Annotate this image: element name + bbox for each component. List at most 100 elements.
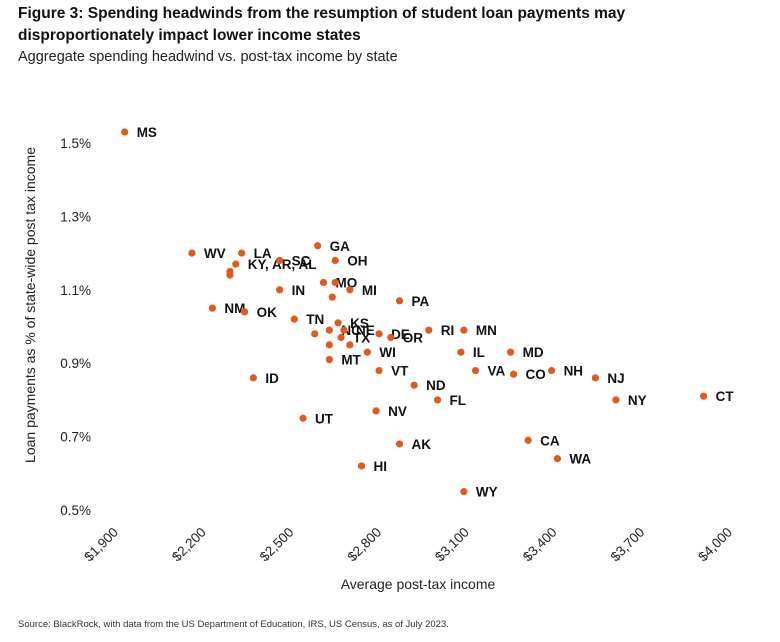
- point-label: NJ: [607, 371, 624, 386]
- point-label: PA: [412, 294, 430, 309]
- data-point: [238, 249, 246, 257]
- source-note: Source: BlackRock, with data from the US…: [18, 619, 449, 630]
- x-tick-label: $2,800: [344, 525, 384, 565]
- data-point: [232, 260, 240, 268]
- point-label: ID: [265, 371, 279, 386]
- data-point: [226, 271, 234, 279]
- point-label: WA: [569, 452, 591, 467]
- data-point: [331, 278, 339, 287]
- data-point: [591, 374, 600, 382]
- point-label: WY: [476, 485, 498, 500]
- point-label: NH: [564, 364, 584, 379]
- x-tick-label: $2,200: [169, 525, 209, 565]
- point-label: VA: [488, 364, 506, 379]
- point-label: NM: [224, 301, 245, 316]
- data-point: [547, 366, 556, 375]
- point-label: MD: [523, 345, 544, 360]
- data-point: [121, 128, 129, 136]
- data-point: [346, 341, 354, 349]
- x-tick-label: $3,400: [520, 525, 560, 565]
- point-label: TX: [353, 331, 370, 346]
- point-label: MO: [336, 275, 358, 290]
- x-axis: $1,900 $2,200 $2,500 $2,800 $3,100 $3,400 $3,7…: [81, 525, 735, 565]
- data-point: [700, 392, 708, 400]
- data-point: [337, 333, 345, 342]
- data-point: [433, 396, 442, 404]
- point-label: OH: [347, 253, 367, 268]
- data-point: [375, 366, 383, 375]
- data-point: [363, 348, 371, 356]
- data-point: [276, 256, 284, 265]
- x-tick-label: $3,700: [608, 525, 648, 565]
- data-point: [457, 348, 465, 356]
- x-tick-label: $1,900: [81, 525, 121, 565]
- data-point: [208, 304, 217, 312]
- data-point: [460, 326, 468, 334]
- point-label: HI: [374, 459, 388, 474]
- point-label: CT: [716, 389, 735, 404]
- x-tick-label: $3,100: [432, 525, 472, 565]
- data-point: [524, 436, 532, 444]
- point-label: OR: [403, 331, 424, 346]
- data-point: [325, 326, 333, 334]
- data-point: [395, 440, 404, 448]
- data-point: [612, 396, 620, 404]
- point-label: WI: [379, 345, 396, 360]
- point-label: GA: [330, 239, 351, 254]
- point-label: FL: [450, 393, 467, 408]
- data-point: [460, 488, 468, 496]
- data-point: [334, 319, 342, 327]
- point-label: NV: [388, 404, 407, 419]
- data-point: [319, 278, 328, 287]
- data-point: [387, 333, 395, 342]
- point-label: NC: [341, 323, 361, 338]
- data-point: [471, 366, 480, 375]
- point-label: MI: [362, 283, 377, 298]
- data-point: [372, 407, 380, 415]
- data-point: [507, 348, 515, 356]
- data-point: [346, 286, 354, 294]
- y-tick-label: 1.1%: [60, 283, 91, 298]
- data-point: [328, 293, 336, 301]
- data-point: [249, 374, 257, 382]
- data-point: [188, 249, 196, 257]
- y-axis: 0.5% 0.7% 0.9% 1.1% 1.3% 1.5%: [60, 136, 91, 518]
- data-point: [311, 330, 319, 338]
- point-label: CA: [540, 433, 560, 448]
- data-point: [340, 326, 348, 334]
- point-label: SC: [292, 253, 311, 268]
- data-point: [331, 256, 339, 265]
- data-point: [290, 315, 298, 323]
- point-label: NY: [628, 393, 647, 408]
- data-point: [299, 414, 307, 422]
- x-tick-label: $4,000: [695, 525, 735, 565]
- point-label: AK: [412, 437, 432, 452]
- data-point: [509, 370, 518, 378]
- point-label: MT: [341, 353, 361, 368]
- data-point: [314, 242, 322, 250]
- point-label: DE: [391, 327, 410, 342]
- x-tick-label: $2,500: [257, 525, 297, 565]
- y-tick-label: 0.5%: [60, 503, 91, 518]
- y-tick-label: 0.7%: [60, 430, 91, 445]
- data-point: [325, 355, 333, 364]
- point-label: LA: [254, 246, 272, 261]
- data-point: [553, 455, 562, 463]
- point-label: TN: [306, 312, 324, 327]
- point-label: WV: [204, 246, 226, 261]
- data-point: [375, 330, 383, 338]
- data-point: [240, 308, 249, 316]
- point-label: KS: [350, 316, 369, 331]
- point-label: CO: [526, 367, 546, 382]
- chart-title: Figure 3: Spending headwinds from the re…: [18, 5, 626, 44]
- point-label: MS: [137, 125, 157, 140]
- y-tick-label: 1.3%: [60, 209, 91, 224]
- y-tick-label: 1.5%: [60, 136, 91, 151]
- point-label: KY, AR, AL: [248, 257, 317, 272]
- point-label: IL: [473, 345, 485, 360]
- point-label: NE: [356, 323, 375, 338]
- chart-subtitle: Aggregate spending headwind vs. post-tax…: [18, 49, 398, 65]
- data-point: [425, 326, 433, 334]
- data-point: [276, 286, 284, 294]
